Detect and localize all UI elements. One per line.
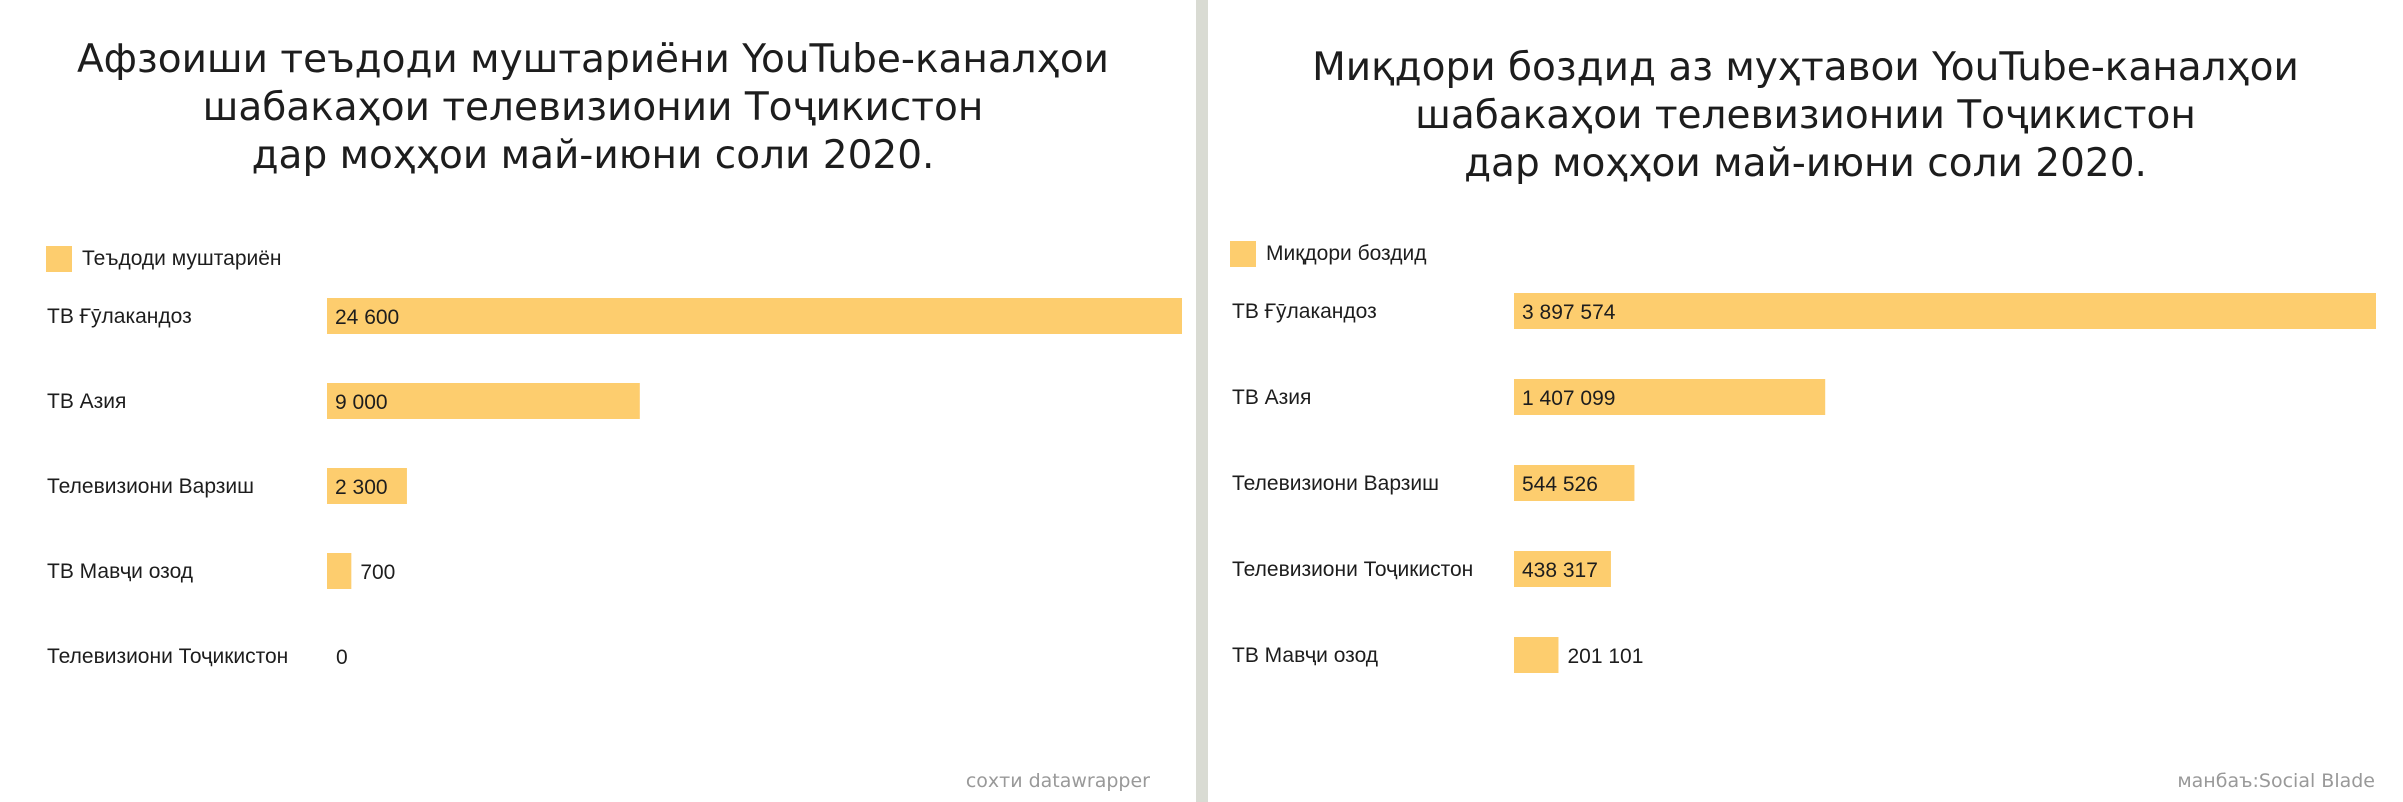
legend-label: Теъдоди муштариён — [82, 247, 282, 270]
bar — [1514, 293, 2376, 329]
bar — [1514, 465, 1635, 501]
source-text: манбаъ:Social Blade — [2177, 770, 2375, 792]
value-label: 2 300 — [335, 476, 388, 499]
credit-text: сохти datawrapper — [965, 770, 1150, 792]
bar — [327, 553, 352, 589]
subscribers-chart-panel: Афзоиши теъдоди муштариёни YouTube-канал… — [0, 0, 1196, 802]
legend: Теъдоди муштариён — [46, 246, 282, 272]
value-label: 3 897 574 — [1522, 301, 1616, 324]
panel-divider — [1196, 0, 1208, 802]
category-label: Телевизиони Тоҷикистон — [47, 645, 288, 668]
category-label: ТВ Мавҷи озод — [47, 560, 193, 583]
value-label: 24 600 — [335, 306, 399, 329]
category-label: Телевизиони Варзиш — [47, 475, 254, 498]
legend-label: Миқдори боздид — [1266, 242, 1427, 265]
legend-swatch — [46, 246, 72, 272]
bar — [327, 468, 407, 504]
chart-title: Миқдори боздид аз муҳтавои YouTube-канал… — [1312, 45, 2299, 186]
category-label: ТВ Ғӯлакандоз — [1232, 300, 1377, 323]
bar — [327, 383, 640, 419]
bar — [1514, 551, 1611, 587]
chart-title: Афзоиши теъдоди муштариёни YouTube-канал… — [76, 37, 1110, 178]
bar-chart: ТВ Ғӯлакандоз 24 600 ТВ Азия 9 000 Телевизио… — [47, 298, 1182, 669]
value-label: 544 526 — [1522, 473, 1598, 496]
category-label: ТВ Мавҷи озод — [1232, 644, 1378, 667]
category-label: Телевизиони Тоҷикистон — [1232, 558, 1473, 581]
views-chart-panel: Миқдори боздид аз муҳтавои YouTube-канал… — [1208, 0, 2403, 802]
value-label: 438 317 — [1522, 559, 1598, 582]
bar-chart: ТВ Ғӯлакандоз 3 897 574 ТВ Азия 1 407 099 Те… — [1232, 293, 2376, 673]
bar — [1514, 637, 1559, 673]
category-label: Телевизиони Варзиш — [1232, 472, 1439, 495]
bar — [327, 298, 1182, 334]
bar — [1514, 379, 1826, 415]
value-label: 0 — [336, 646, 348, 669]
legend-swatch — [1230, 241, 1256, 267]
category-label: ТВ Азия — [47, 390, 126, 413]
value-label: 700 — [360, 561, 395, 584]
value-label: 9 000 — [335, 391, 388, 414]
value-label: 201 101 — [1567, 645, 1643, 668]
value-label: 1 407 099 — [1522, 387, 1615, 410]
legend: Миқдори боздид — [1230, 241, 1426, 267]
category-label: ТВ Ғӯлакандоз — [47, 305, 192, 328]
category-label: ТВ Азия — [1232, 386, 1311, 409]
